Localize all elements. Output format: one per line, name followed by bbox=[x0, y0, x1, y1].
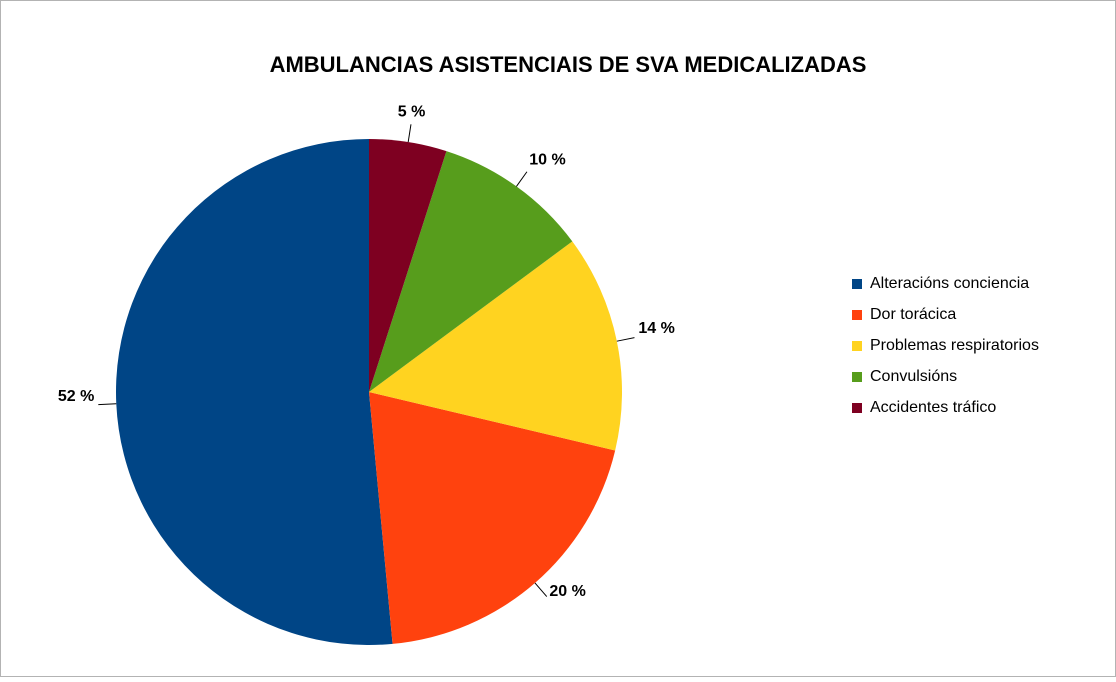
value-label: 14 % bbox=[638, 320, 674, 337]
pie-slice bbox=[369, 139, 447, 392]
value-label: 20 % bbox=[549, 583, 585, 600]
value-label: 10 % bbox=[529, 152, 565, 169]
legend-label: Alteracións conciencia bbox=[870, 275, 1029, 292]
legend-label: Problemas respiratorios bbox=[870, 337, 1039, 354]
pie-slice bbox=[369, 241, 622, 451]
legend-label: Accidentes tráfico bbox=[870, 399, 996, 416]
value-label: 5 % bbox=[398, 104, 426, 121]
pie-slice bbox=[116, 139, 393, 645]
legend-label: Dor torácica bbox=[870, 306, 956, 323]
leader-line bbox=[407, 124, 412, 143]
legend-swatch bbox=[852, 403, 862, 413]
leader-line bbox=[98, 403, 117, 406]
legend-swatch bbox=[852, 372, 862, 382]
leader-line bbox=[616, 337, 635, 342]
leader-line bbox=[534, 582, 548, 597]
legend-label: Convulsións bbox=[870, 368, 957, 385]
legend-swatch bbox=[852, 341, 862, 351]
pie-slice bbox=[369, 151, 573, 392]
chart-title: AMBULANCIAS ASISTENCIAIS DE SVA MEDICALI… bbox=[270, 52, 867, 77]
legend-swatch bbox=[852, 279, 862, 289]
leader-line bbox=[516, 171, 528, 187]
pie-slice bbox=[369, 392, 616, 644]
value-label: 52 % bbox=[58, 388, 94, 405]
legend-swatch bbox=[852, 310, 862, 320]
